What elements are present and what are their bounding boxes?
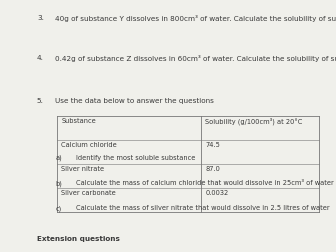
Text: 0.42g of substance Z dissolves in 60cm³ of water. Calculate the solubility of su: 0.42g of substance Z dissolves in 60cm³ … [55,55,336,62]
Text: 3.: 3. [37,15,44,21]
Text: Silver nitrate: Silver nitrate [61,166,104,172]
Text: c): c) [55,205,62,212]
Text: Substance: Substance [61,118,96,124]
Text: Silver carbonate: Silver carbonate [61,190,116,196]
Text: 0.0032: 0.0032 [205,190,228,196]
Text: Use the data below to answer the questions: Use the data below to answer the questio… [55,98,214,104]
Text: Solubility (g/100cm³) at 20°C: Solubility (g/100cm³) at 20°C [205,118,303,125]
Text: a): a) [55,155,62,162]
Text: b): b) [55,180,62,187]
Text: Calcium chloride: Calcium chloride [61,142,117,148]
Text: 87.0: 87.0 [205,166,220,172]
Text: 74.5: 74.5 [205,142,220,148]
Text: 5.: 5. [37,98,44,104]
Text: 40g of substance Y dissolves in 800cm³ of water. Calculate the solubility of sub: 40g of substance Y dissolves in 800cm³ o… [55,15,336,22]
Text: Identify the most soluble substance: Identify the most soluble substance [76,155,195,161]
Text: Calculate the mass of calcium chloride that would dissolve in 25cm³ of water: Calculate the mass of calcium chloride t… [76,180,333,186]
Text: Extension questions: Extension questions [37,236,120,242]
Text: Calculate the mass of silver nitrate that would dissolve in 2.5 litres of water: Calculate the mass of silver nitrate tha… [76,205,329,211]
Text: 4.: 4. [37,55,44,61]
